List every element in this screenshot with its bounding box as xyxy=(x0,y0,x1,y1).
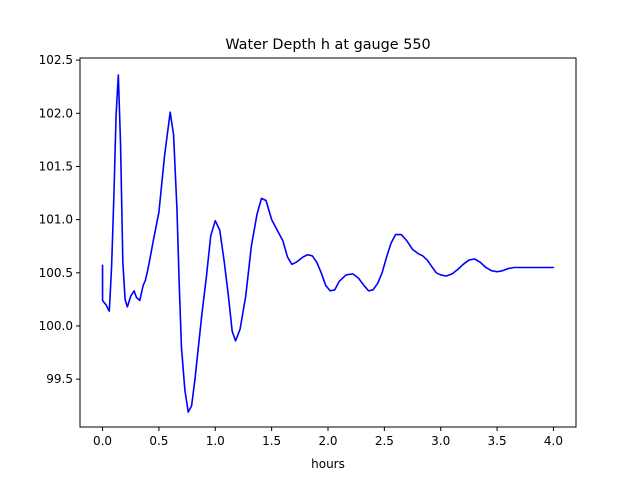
x-tick-label: 2.5 xyxy=(375,434,394,448)
x-axis-label: hours xyxy=(311,457,345,471)
x-tick-label: 0.5 xyxy=(149,434,168,448)
plot-area: 0.0 0.5 1.0 1.5 2.0 2.5 3.0 3.5 4.0 99.5 100.0 100.… xyxy=(39,53,577,448)
y-tick-label: 101.5 xyxy=(39,159,73,173)
x-tick-label: 4.0 xyxy=(544,434,563,448)
y-tick-label: 100.5 xyxy=(39,266,73,280)
y-tick-label: 102.0 xyxy=(39,106,73,120)
x-tick-label: 3.5 xyxy=(488,434,507,448)
series-line-0 xyxy=(101,74,555,413)
chart-title: Water Depth h at gauge 550 xyxy=(225,37,430,53)
x-tick-label: 3.0 xyxy=(431,434,450,448)
x-tick-label: 1.5 xyxy=(262,434,281,448)
y-tick-label: 99.5 xyxy=(46,372,73,386)
y-tick-label: 102.5 xyxy=(39,53,73,67)
x-tick-label: 2.0 xyxy=(318,434,337,448)
x-tick-label: 0.0 xyxy=(93,434,112,448)
y-tick-label: 100.0 xyxy=(39,319,73,333)
x-tick-label: 1.0 xyxy=(206,434,225,448)
y-tick-label: 101.0 xyxy=(39,213,73,227)
